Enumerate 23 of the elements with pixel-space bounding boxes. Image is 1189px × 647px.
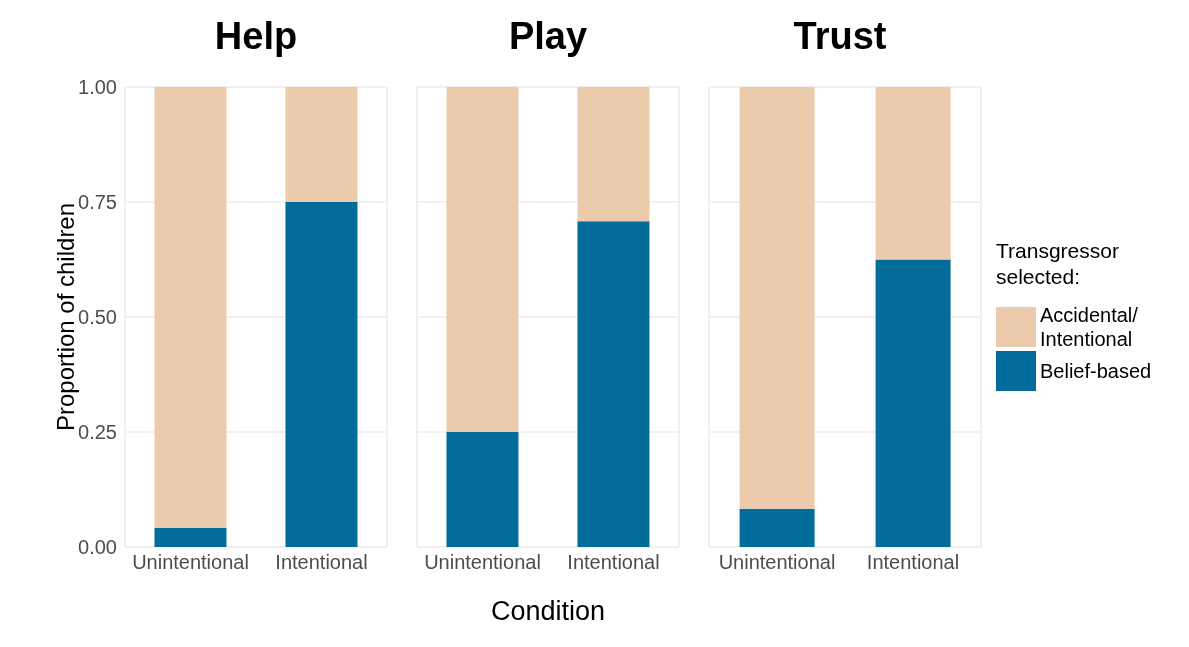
y-tick-label: 0.75 [78, 191, 117, 214]
legend-label: Belief-based [1040, 359, 1153, 383]
y-tick-label: 1.00 [78, 76, 117, 99]
chart-title: Trust [792, 14, 888, 59]
x-axis-title: Condition [490, 596, 606, 626]
y-tick-label: 0.25 [78, 421, 117, 444]
bar [154, 527, 227, 547]
y-tick-label: 0.00 [78, 536, 117, 559]
x-tick-label: Intentional [866, 551, 960, 574]
chart-title: Play [507, 14, 589, 59]
x-tick-label: Intentional [275, 551, 368, 574]
legend-label: Accidental/ Intentional [1040, 303, 1139, 351]
legend-title: Transgressor selected: [996, 238, 1120, 290]
x-tick-label: Unintentional [718, 551, 836, 574]
chart-title: Help [213, 14, 299, 59]
x-tick-label: Intentional [567, 551, 660, 574]
bar [285, 87, 358, 202]
bar [285, 202, 358, 547]
y-axis-title: Proportion of children [51, 202, 79, 432]
bar [154, 87, 227, 528]
y-tick-label: 0.50 [78, 306, 117, 329]
x-tick-label: Unintentional [424, 551, 541, 574]
x-tick-label: Unintentional [132, 551, 249, 574]
